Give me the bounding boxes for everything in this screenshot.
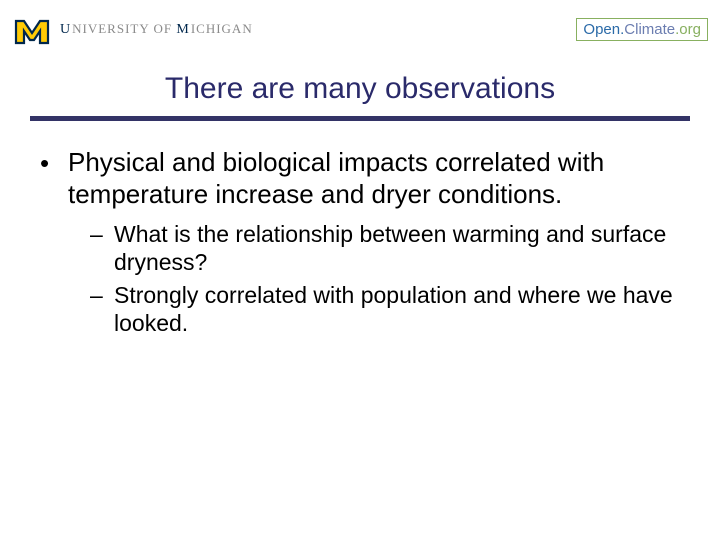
badge-open: Open.: [583, 21, 624, 38]
slide-title: There are many observations: [0, 72, 720, 106]
sub-text: Strongly correlated with population and …: [114, 281, 680, 337]
sub-item: – What is the relationship between warmi…: [90, 220, 680, 276]
sub-list: – What is the relationship between warmi…: [40, 220, 680, 336]
university-text-1: NIVERSITY OF: [72, 21, 176, 36]
sub-item: – Strongly correlated with population an…: [90, 281, 680, 337]
bullet-marker: •: [40, 147, 54, 179]
content-area: • Physical and biological impacts correl…: [0, 121, 720, 337]
university-name: UNIVERSITY OF MICHIGAN: [60, 22, 253, 37]
title-block: There are many observations: [0, 72, 720, 106]
university-initial-u: U: [60, 22, 72, 37]
badge-climate: Climate: [624, 21, 675, 38]
sub-marker: –: [90, 281, 104, 309]
header: UNIVERSITY OF MICHIGAN Open.Climate.org: [0, 0, 720, 54]
university-logo: UNIVERSITY OF MICHIGAN: [12, 9, 253, 49]
bullet-item: • Physical and biological impacts correl…: [40, 147, 680, 210]
university-initial-m: M: [176, 22, 190, 37]
openclimate-badge: Open.Climate.org: [576, 18, 708, 41]
block-m-icon: [12, 9, 52, 49]
university-text-2: ICHIGAN: [191, 21, 253, 36]
sub-text: What is the relationship between warming…: [114, 220, 680, 276]
bullet-text: Physical and biological impacts correlat…: [68, 147, 680, 210]
sub-marker: –: [90, 220, 104, 248]
badge-org: .org: [675, 21, 701, 38]
